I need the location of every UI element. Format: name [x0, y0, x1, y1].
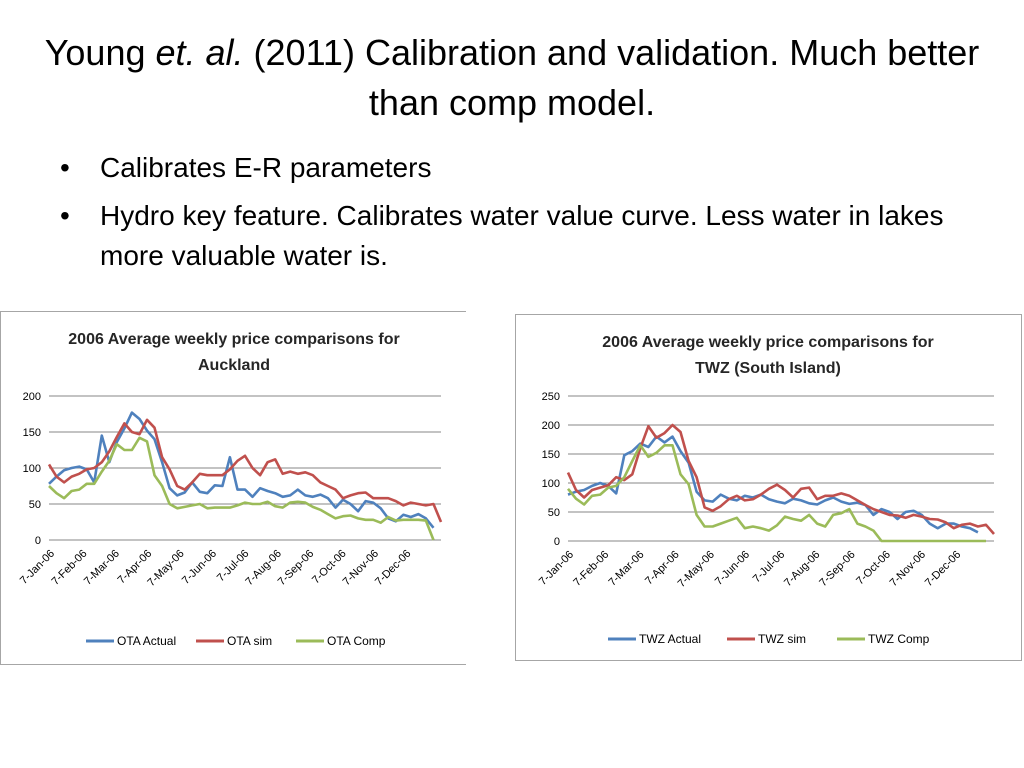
auckland-sim-line — [47, 418, 443, 523]
auckland-actual-line — [48, 411, 435, 529]
twz-actual-line — [567, 435, 979, 534]
bullet-text: Hydro key feature. Calibrates water valu… — [100, 200, 944, 271]
twz-legend-label-actual: TWZ Actual — [639, 632, 701, 646]
twz-chart: 2006 Average weekly price comparisons fo… — [515, 314, 1022, 661]
auckland-x-tick-label: 7-Dec-06 — [373, 548, 413, 588]
bullet-text: Calibrates E-R parameters — [100, 152, 432, 183]
bullet-list: • Calibrates E-R parameters • Hydro key fe… — [60, 148, 980, 284]
twz-y-tick-label: 250 — [542, 391, 560, 403]
twz-x-tick-label: 7-Aug-06 — [782, 549, 822, 589]
twz-comp-line — [566, 444, 986, 543]
bullet-item: • Calibrates E-R parameters — [60, 148, 980, 188]
twz-chart-title-line: TWZ (South Island) — [695, 360, 841, 377]
twz-x-tick-label: 7-Nov-06 — [888, 549, 928, 589]
twz-x-tick-label: 7-Oct-06 — [854, 549, 893, 588]
twz-y-tick-label: 200 — [542, 420, 560, 432]
auckland-chart-title-line: 2006 Average weekly price comparisons fo… — [68, 331, 399, 348]
auckland-chart-title-line: Auckland — [198, 357, 270, 374]
auckland-y-tick-label: 150 — [23, 427, 41, 439]
auckland-chart: 2006 Average weekly price comparisons fo… — [0, 311, 466, 665]
auckland-y-tick-label: 0 — [35, 535, 41, 547]
auckland-y-tick-label: 100 — [23, 463, 41, 475]
auckland-legend-label-actual: OTA Actual — [117, 634, 176, 648]
slide-title: Young et. al. (2011) Calibration and val… — [44, 32, 980, 123]
auckland-comp-line — [48, 436, 435, 541]
bullet-dot: • — [60, 200, 70, 231]
twz-y-tick-label: 100 — [542, 478, 560, 490]
auckland-x-tick-label: 7-Mar-06 — [82, 548, 122, 588]
twz-y-tick-label: 150 — [542, 449, 560, 461]
auckland-y-tick-label: 200 — [23, 391, 41, 403]
twz-chart-svg: 2006 Average weekly price comparisons fo… — [537, 334, 995, 646]
twz-legend-label-sim: TWZ sim — [758, 632, 806, 646]
bullet-dot: • — [60, 152, 70, 183]
twz-chart-title-line: 2006 Average weekly price comparisons fo… — [602, 334, 933, 351]
twz-x-tick-label: 7-Feb-06 — [571, 549, 611, 589]
twz-x-tick-label: 7-Sep-06 — [817, 549, 857, 589]
bullet-item: • Hydro key feature. Calibrates water val… — [60, 196, 980, 276]
twz-x-tick-label: 7-Jun-06 — [713, 549, 752, 588]
twz-x-tick-label: 7-Mar-06 — [606, 549, 646, 589]
twz-x-tick-label: 7-May-06 — [676, 549, 717, 590]
auckland-chart-svg: 2006 Average weekly price comparisons fo… — [18, 331, 443, 648]
auckland-legend-label-sim: OTA sim — [227, 634, 272, 648]
twz-x-tick-label: 7-Jan-06 — [537, 549, 576, 588]
twz-legend-label-comp: TWZ Comp — [868, 632, 930, 646]
auckland-y-tick-label: 50 — [29, 499, 41, 511]
auckland-x-tick-label: 7-Jun-06 — [180, 548, 219, 587]
twz-y-tick-label: 50 — [548, 507, 560, 519]
twz-sim-line — [566, 423, 995, 535]
twz-y-tick-label: 0 — [554, 536, 560, 548]
auckland-legend-label-comp: OTA Comp — [327, 634, 386, 648]
twz-x-tick-label: 7-Dec-06 — [923, 549, 963, 589]
auckland-x-tick-label: 7-Sep-06 — [276, 548, 316, 588]
